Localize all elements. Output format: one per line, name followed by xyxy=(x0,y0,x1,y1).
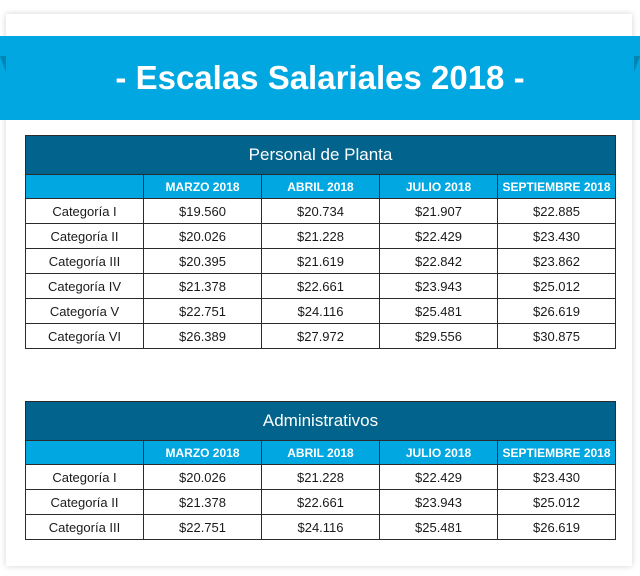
salary-cell: $26.389 xyxy=(143,323,262,349)
banner-fold-right xyxy=(634,56,640,72)
title-banner xyxy=(0,36,640,120)
table-row: Categoría II $20.026 $21.228 $22.429 $23… xyxy=(25,223,616,249)
table-row: Categoría III $22.751 $24.116 $25.481 $2… xyxy=(25,514,616,540)
column-header: JULIO 2018 xyxy=(379,440,498,465)
banner-fold-left xyxy=(0,56,6,72)
header-empty xyxy=(25,440,144,465)
row-label: Categoría II xyxy=(25,489,144,515)
salary-cell: $30.875 xyxy=(497,323,616,349)
column-header: SEPTIEMBRE 2018 xyxy=(497,174,616,199)
salary-cell: $21.907 xyxy=(379,198,498,224)
salary-cell: $24.116 xyxy=(261,298,380,324)
row-label: Categoría III xyxy=(25,248,144,274)
salary-cell: $25.481 xyxy=(379,298,498,324)
salary-cell: $22.429 xyxy=(379,464,498,490)
column-header: JULIO 2018 xyxy=(379,174,498,199)
table-row: Categoría II $21.378 $22.661 $23.943 $25… xyxy=(25,489,616,515)
table-personal-de-planta: Personal de Planta MARZO 2018 ABRIL 2018… xyxy=(25,135,616,349)
salary-cell: $21.228 xyxy=(261,464,380,490)
row-label: Categoría V xyxy=(25,298,144,324)
row-label: Categoría I xyxy=(25,464,144,490)
row-label: Categoría II xyxy=(25,223,144,249)
salary-cell: $21.619 xyxy=(261,248,380,274)
table-row: Categoría V $22.751 $24.116 $25.481 $26.… xyxy=(25,298,616,324)
salary-cell: $25.481 xyxy=(379,514,498,540)
table-row: Categoría VI $26.389 $27.972 $29.556 $30… xyxy=(25,323,616,349)
salary-cell: $22.429 xyxy=(379,223,498,249)
salary-cell: $20.026 xyxy=(143,223,262,249)
table-row: Categoría I $19.560 $20.734 $21.907 $22.… xyxy=(25,198,616,224)
salary-cell: $26.619 xyxy=(497,298,616,324)
table-administrativos: Administrativos MARZO 2018 ABRIL 2018 JU… xyxy=(25,401,616,540)
column-header: ABRIL 2018 xyxy=(261,174,380,199)
salary-cell: $24.116 xyxy=(261,514,380,540)
page-title: - Escalas Salariales 2018 - xyxy=(115,59,525,96)
salary-cell: $20.026 xyxy=(143,464,262,490)
salary-cell: $21.228 xyxy=(261,223,380,249)
table-title: Personal de Planta xyxy=(25,135,616,175)
salary-cell: $20.395 xyxy=(143,248,262,274)
row-label: Categoría VI xyxy=(25,323,144,349)
column-header: ABRIL 2018 xyxy=(261,440,380,465)
salary-cell: $26.619 xyxy=(497,514,616,540)
salary-cell: $22.842 xyxy=(379,248,498,274)
column-header: MARZO 2018 xyxy=(143,174,262,199)
salary-cell: $23.943 xyxy=(379,489,498,515)
table-row: Categoría IV $21.378 $22.661 $23.943 $25… xyxy=(25,273,616,299)
salary-cell: $20.734 xyxy=(261,198,380,224)
salary-cell: $21.378 xyxy=(143,273,262,299)
column-header: SEPTIEMBRE 2018 xyxy=(497,440,616,465)
table-title: Administrativos xyxy=(25,401,616,441)
salary-cell: $19.560 xyxy=(143,198,262,224)
salary-cell: $27.972 xyxy=(261,323,380,349)
column-header: MARZO 2018 xyxy=(143,440,262,465)
header-empty xyxy=(25,174,144,199)
salary-cell: $25.012 xyxy=(497,273,616,299)
salary-cell: $22.661 xyxy=(261,489,380,515)
row-label: Categoría I xyxy=(25,198,144,224)
salary-cell: $22.661 xyxy=(261,273,380,299)
salary-cell: $23.430 xyxy=(497,464,616,490)
salary-cell: $21.378 xyxy=(143,489,262,515)
salary-cell: $22.885 xyxy=(497,198,616,224)
table-row: Categoría I $20.026 $21.228 $22.429 $23.… xyxy=(25,464,616,490)
salary-cell: $23.430 xyxy=(497,223,616,249)
row-label: Categoría III xyxy=(25,514,144,540)
salary-cell: $23.943 xyxy=(379,273,498,299)
salary-cell: $22.751 xyxy=(143,298,262,324)
row-label: Categoría IV xyxy=(25,273,144,299)
table-row: Categoría III $20.395 $21.619 $22.842 $2… xyxy=(25,248,616,274)
salary-cell: $23.862 xyxy=(497,248,616,274)
salary-cell: $25.012 xyxy=(497,489,616,515)
salary-cell: $29.556 xyxy=(379,323,498,349)
salary-cell: $22.751 xyxy=(143,514,262,540)
